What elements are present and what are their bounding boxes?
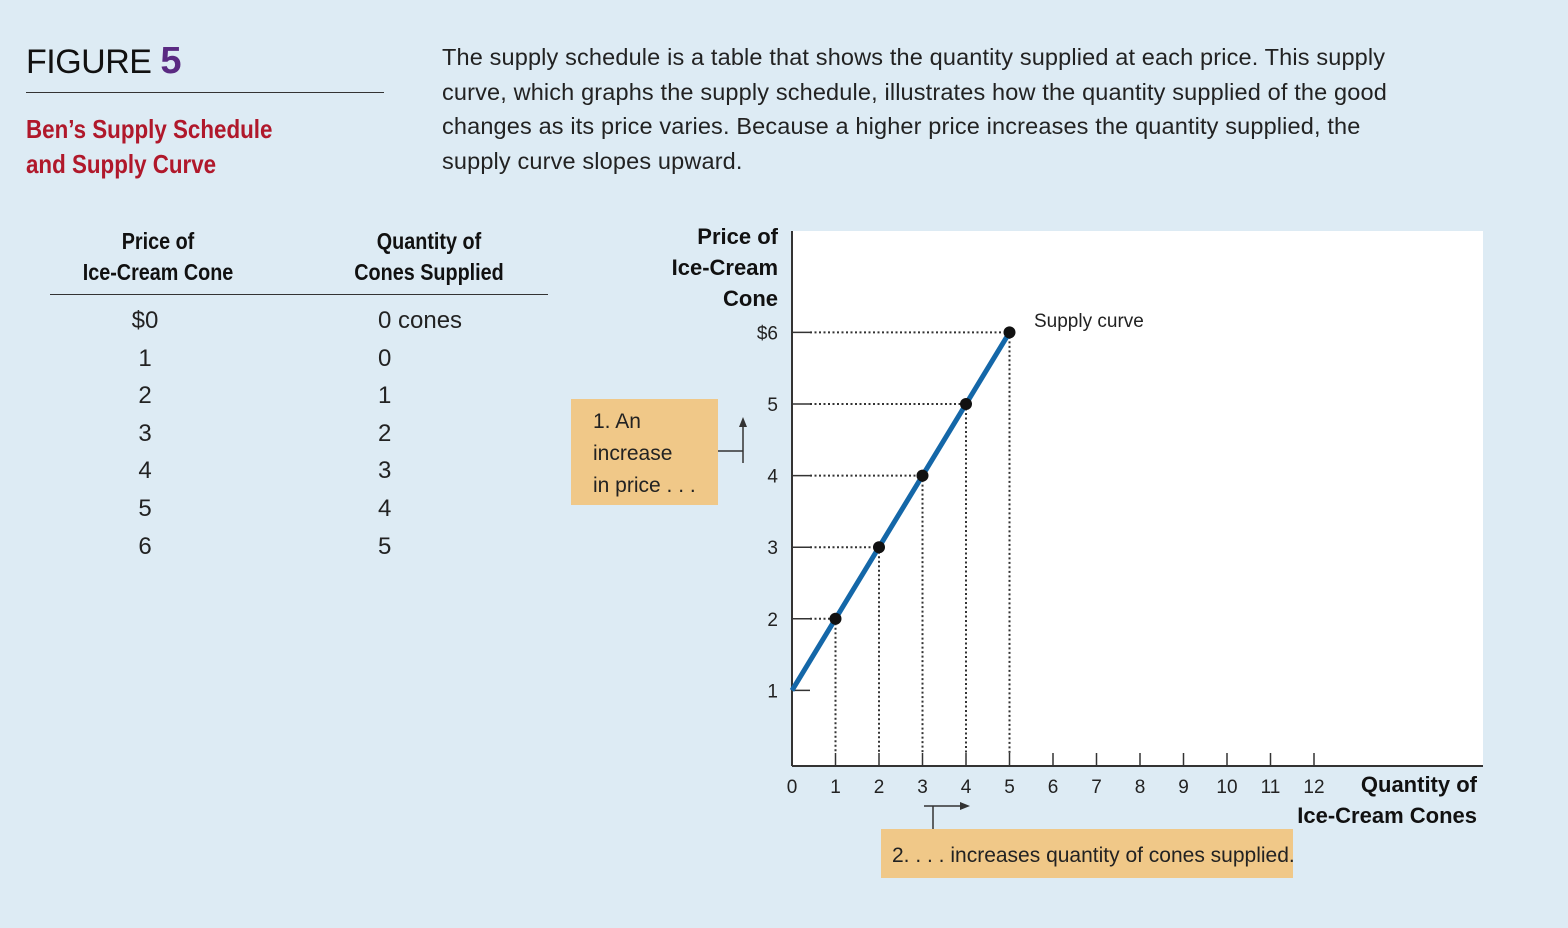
- quantity-cell: 5: [378, 532, 392, 560]
- x-tick-label: 5: [1004, 777, 1015, 798]
- caption-line: supply curve slopes upward.: [442, 147, 743, 174]
- price-header-line: Ice-Cream Cone: [82, 259, 234, 285]
- price-cell: 2: [138, 382, 152, 410]
- supply-point: [1003, 326, 1016, 339]
- caption-line: changes as its price varies. Because a h…: [442, 113, 1361, 139]
- figure-title-line: Ben’s Supply Schedule: [26, 114, 273, 144]
- quantity-cell: 0: [378, 344, 392, 372]
- x-tick-label: 9: [1178, 777, 1189, 798]
- y-tick-label: 4: [767, 467, 778, 488]
- table-header-rule: [50, 294, 548, 295]
- price-column: $0 1 2 3 4 5 6: [110, 305, 180, 568]
- y-tick-label: 3: [767, 538, 778, 559]
- supply-curve-label: Supply curve: [1034, 311, 1144, 332]
- supply-point: [960, 398, 972, 410]
- x-tick-label: 11: [1261, 777, 1281, 798]
- figure-divider: [26, 92, 384, 93]
- quantity-header-line: Cones Supplied: [354, 259, 504, 285]
- quantity-increase-note: [881, 829, 1293, 878]
- supply-point: [829, 612, 842, 625]
- quantity-cell: 4: [378, 494, 392, 522]
- price-arrow-head: [739, 417, 747, 427]
- supply-point: [916, 469, 929, 482]
- x-tick-label: 1: [830, 777, 841, 798]
- figure-label: FIGURE 5: [26, 40, 182, 83]
- x-tick-label: 2: [874, 777, 885, 798]
- y-axis-title: Ice-Cream: [672, 255, 778, 280]
- figure-word: FIGURE: [26, 43, 152, 81]
- quantity-header-line: Quantity of: [376, 228, 482, 254]
- price-increase-note-text: 1. An: [593, 410, 641, 433]
- quantity-cell: 1: [378, 382, 392, 410]
- y-axis-title: Cone: [723, 286, 778, 311]
- figure-number: 5: [160, 40, 182, 82]
- price-increase-note: [571, 399, 718, 505]
- y-tick-label: 5: [767, 395, 778, 416]
- x-tick-label: 12: [1303, 777, 1324, 798]
- price-cell: $0: [131, 307, 159, 334]
- y-tick-label: $6: [757, 323, 778, 344]
- quantity-column: 0 cones 0 1 2 3 4 5: [378, 305, 498, 568]
- quantity-increase-note-text: 2. . . . increases quantity of cones sup…: [892, 844, 1295, 867]
- quantity-arrow-head: [960, 802, 970, 810]
- quantity-cell: 2: [378, 419, 392, 447]
- y-axis-title: Price of: [697, 224, 778, 249]
- price-column-header: Price of Ice-Cream Cone: [72, 226, 244, 288]
- supply-curve-line: [789, 331, 1012, 692]
- figure-caption: The supply schedule is a table that show…: [442, 40, 1502, 178]
- price-cell: 6: [138, 532, 152, 560]
- x-axis-title: Ice-Cream Cones: [1297, 803, 1477, 828]
- price-header-line: Price of: [121, 228, 195, 254]
- x-tick-label: 3: [917, 777, 928, 798]
- price-increase-note-text: in price . . .: [593, 474, 696, 497]
- x-tick-label: 7: [1091, 777, 1102, 798]
- x-axis-title: Quantity of: [1361, 772, 1478, 797]
- x-tick-label: 6: [1048, 777, 1059, 798]
- price-cell: 4: [138, 457, 152, 485]
- y-tick-label: 1: [767, 681, 778, 702]
- quantity-cell: 3: [378, 457, 392, 485]
- x-tick-label: 10: [1216, 777, 1237, 798]
- caption-line: The supply schedule is a table that show…: [442, 44, 1386, 70]
- figure-title-line: and Supply Curve: [26, 149, 217, 179]
- y-tick-label: 2: [767, 610, 778, 631]
- caption-line: curve, which graphs the supply schedule,…: [442, 78, 1387, 105]
- price-increase-note-text: increase: [593, 442, 672, 465]
- quantity-cell: 0 cones: [378, 307, 463, 334]
- x-tick-label: 0: [787, 777, 798, 798]
- supply-point: [873, 541, 885, 554]
- x-tick-label: 4: [961, 777, 972, 798]
- price-cell: 1: [138, 344, 152, 372]
- x-tick-label: 8: [1135, 777, 1146, 798]
- price-cell: 5: [138, 494, 152, 522]
- price-cell: 3: [138, 419, 152, 447]
- quantity-column-header: Quantity of Cones Supplied: [343, 226, 515, 288]
- figure-title: Ben’s Supply Schedule and Supply Curve: [26, 112, 336, 182]
